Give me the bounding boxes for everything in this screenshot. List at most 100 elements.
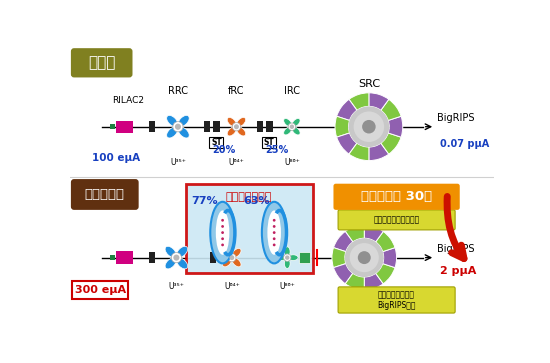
Wedge shape xyxy=(383,248,397,268)
Circle shape xyxy=(288,123,295,130)
Wedge shape xyxy=(381,99,401,121)
Text: BigRIPS: BigRIPS xyxy=(437,244,474,254)
Text: ST: ST xyxy=(263,138,274,147)
Ellipse shape xyxy=(284,118,292,127)
Wedge shape xyxy=(388,116,403,137)
Circle shape xyxy=(273,237,276,240)
Wedge shape xyxy=(349,143,369,160)
Bar xyxy=(262,137,276,147)
Circle shape xyxy=(284,254,291,261)
Text: U³⁵⁺: U³⁵⁺ xyxy=(170,158,186,167)
Bar xyxy=(210,137,223,147)
Ellipse shape xyxy=(216,211,229,255)
Bar xyxy=(148,121,155,132)
Circle shape xyxy=(221,231,224,234)
Circle shape xyxy=(221,225,224,228)
Text: U⁸⁶⁺: U⁸⁶⁺ xyxy=(284,158,300,167)
Text: 20%: 20% xyxy=(212,145,236,155)
Ellipse shape xyxy=(277,255,287,261)
Text: 77%: 77% xyxy=(191,196,218,207)
Circle shape xyxy=(221,244,224,246)
Ellipse shape xyxy=(236,127,246,136)
Ellipse shape xyxy=(236,118,246,127)
Ellipse shape xyxy=(288,255,298,261)
Circle shape xyxy=(362,120,376,134)
Wedge shape xyxy=(364,273,383,290)
Circle shape xyxy=(345,238,384,277)
Text: 25%: 25% xyxy=(265,145,288,155)
Text: SRC: SRC xyxy=(358,79,380,89)
Text: ビームダンプ更新
BigRIPS改造: ビームダンプ更新 BigRIPS改造 xyxy=(377,290,416,310)
Wedge shape xyxy=(345,225,364,242)
Circle shape xyxy=(175,124,181,130)
Ellipse shape xyxy=(223,248,232,257)
Ellipse shape xyxy=(232,248,241,257)
Wedge shape xyxy=(349,93,369,110)
Bar xyxy=(110,125,115,129)
Wedge shape xyxy=(369,143,389,160)
Text: 0.07 pμA: 0.07 pμA xyxy=(441,139,490,149)
Wedge shape xyxy=(333,264,353,284)
Ellipse shape xyxy=(177,246,188,257)
Ellipse shape xyxy=(292,127,300,135)
Circle shape xyxy=(273,225,276,228)
FancyBboxPatch shape xyxy=(71,48,133,77)
Ellipse shape xyxy=(284,247,290,257)
Circle shape xyxy=(273,231,276,234)
Circle shape xyxy=(273,219,276,222)
FancyBboxPatch shape xyxy=(73,281,128,299)
Text: ST: ST xyxy=(211,138,222,147)
Text: 現施設: 現施設 xyxy=(88,55,116,70)
Circle shape xyxy=(221,237,224,240)
Bar xyxy=(204,121,210,132)
Text: U⁸⁶⁺: U⁸⁶⁺ xyxy=(279,282,295,291)
Text: U³⁵⁺: U³⁵⁺ xyxy=(168,282,184,291)
Bar xyxy=(110,255,115,260)
Circle shape xyxy=(358,251,371,264)
Ellipse shape xyxy=(167,127,178,138)
FancyBboxPatch shape xyxy=(186,184,313,273)
Bar xyxy=(257,121,263,132)
Ellipse shape xyxy=(167,115,178,126)
Ellipse shape xyxy=(284,258,290,269)
Circle shape xyxy=(290,125,294,129)
Wedge shape xyxy=(376,264,395,284)
Ellipse shape xyxy=(223,258,232,267)
Text: RILAC2: RILAC2 xyxy=(112,96,144,105)
Text: 63%: 63% xyxy=(243,196,270,207)
Bar xyxy=(148,252,155,263)
Circle shape xyxy=(221,219,224,222)
Ellipse shape xyxy=(227,118,236,127)
Ellipse shape xyxy=(262,202,287,264)
Text: 高度化計画: 高度化計画 xyxy=(85,188,125,201)
Wedge shape xyxy=(332,248,346,268)
Ellipse shape xyxy=(178,115,189,126)
Text: U⁶⁴⁺: U⁶⁴⁺ xyxy=(229,158,244,167)
Ellipse shape xyxy=(165,258,176,269)
Circle shape xyxy=(171,253,182,263)
Wedge shape xyxy=(337,99,357,121)
Circle shape xyxy=(173,254,179,261)
Circle shape xyxy=(234,124,239,129)
Circle shape xyxy=(173,122,183,132)
Text: BigRIPS: BigRIPS xyxy=(437,113,474,123)
Ellipse shape xyxy=(284,127,292,135)
FancyBboxPatch shape xyxy=(338,210,455,230)
Text: RRC: RRC xyxy=(168,86,188,96)
Text: U⁶⁴⁺: U⁶⁴⁺ xyxy=(224,282,240,291)
Circle shape xyxy=(229,255,234,260)
Text: IRC: IRC xyxy=(284,86,300,96)
Text: 300 eμA: 300 eμA xyxy=(75,285,126,295)
Circle shape xyxy=(349,106,389,147)
Ellipse shape xyxy=(177,258,188,269)
FancyBboxPatch shape xyxy=(338,287,455,313)
Ellipse shape xyxy=(267,211,281,255)
Text: 2 pμA: 2 pμA xyxy=(441,266,477,276)
Circle shape xyxy=(232,123,240,131)
Wedge shape xyxy=(333,232,353,252)
Text: 高周波系・取出系増強: 高周波系・取出系増強 xyxy=(373,215,420,224)
Circle shape xyxy=(285,256,289,260)
Wedge shape xyxy=(335,116,350,137)
Text: 荷電変換リング: 荷電変換リング xyxy=(226,192,272,202)
Circle shape xyxy=(273,244,276,246)
